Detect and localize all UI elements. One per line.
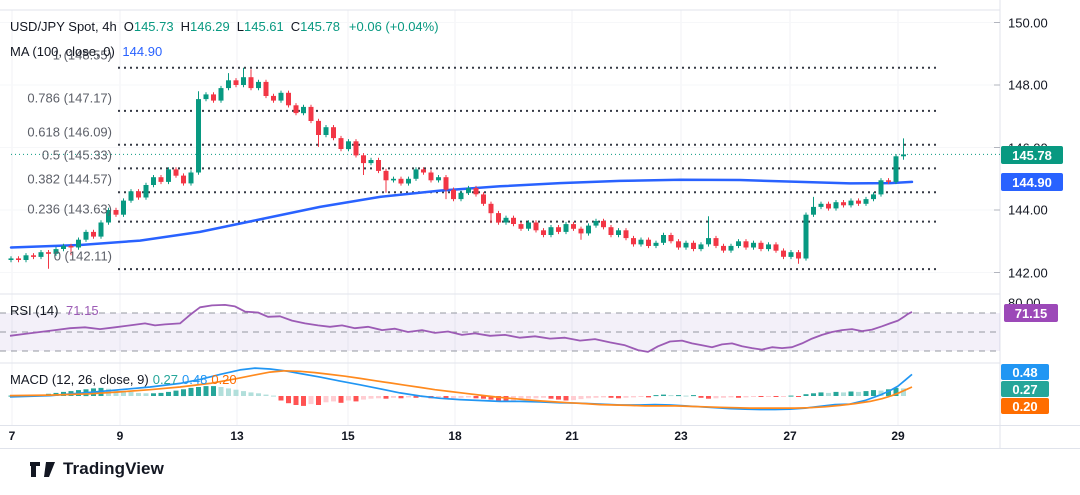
time-axis-label: 27: [783, 429, 797, 443]
ohlc-prefix: O: [123, 19, 134, 34]
fib-level-label[interactable]: 0.382 (144.57): [27, 171, 112, 187]
macd-value-badge: 0.27: [1001, 381, 1049, 397]
ohlc-value: 145.73: [133, 19, 174, 34]
symbol-title: USD/JPY Spot, 4h: [10, 19, 117, 34]
symbol-legend: USD/JPY Spot, 4h O145.73 H146.29 L145.61 C14…: [10, 19, 439, 34]
time-axis[interactable]: [0, 426, 1000, 448]
fib-level-label[interactable]: 0.5 (145.33): [41, 147, 112, 163]
fib-level-label[interactable]: 1 (148.55): [52, 47, 112, 63]
price-axis-label: 150.00: [1008, 15, 1048, 30]
ohlc-value: 146.29: [190, 19, 230, 34]
time-axis-label: 29: [891, 429, 905, 443]
time-axis-label: 7: [8, 429, 16, 443]
macd-legend-value: 0.27: [152, 372, 179, 387]
price-axis-label: 144.00: [1008, 202, 1048, 218]
ohlc-prefix: C: [290, 19, 301, 34]
price-axis-label: 148.00: [1008, 77, 1048, 93]
ohlc-value: 145.61: [244, 19, 284, 34]
macd-value-badge: 0.48: [1001, 364, 1049, 380]
time-axis-label: 18: [448, 429, 462, 443]
ma-legend-value: 144.90: [122, 44, 163, 59]
time-axis-label: 15: [341, 429, 355, 443]
time-axis-label: 23: [674, 429, 688, 443]
time-axis-label: 9: [116, 429, 124, 443]
fib-level-label[interactable]: 0.618 (146.09): [27, 124, 112, 140]
last-price-badge: 145.78: [1001, 146, 1063, 164]
rsi-value-badge: 71.15: [1004, 304, 1058, 322]
fib-level-label[interactable]: 0.236 (143.63): [27, 201, 112, 217]
macd-legend-value: 0.48: [182, 372, 208, 387]
rsi-legend-label: RSI (14): [10, 303, 59, 318]
ma-legend-label: MA (100, close, 0): [10, 44, 115, 59]
price-axis-label: 142.00: [1008, 265, 1048, 280]
macd-value-badge: 0.20: [1001, 398, 1049, 414]
macd-legend: MACD (12, 26, close, 9) 0.27 0.48 0.20: [10, 372, 237, 387]
change-value: +0.06 (+0.04%): [348, 19, 439, 34]
macd-legend-label: MACD (12, 26, close, 9): [10, 372, 149, 387]
tradingview-logo-text: TradingView: [63, 459, 164, 478]
rsi-legend: RSI (14) 71.15: [10, 303, 99, 318]
ohlc-prefix: L: [236, 19, 244, 34]
ma-legend: MA (100, close, 0) 144.90: [10, 44, 162, 59]
time-axis-label: 21: [565, 429, 579, 443]
time-axis-label: 13: [230, 429, 244, 443]
ma-value-badge: 144.90: [1001, 173, 1063, 191]
tradingview-logo-icon: [30, 461, 55, 477]
tradingview-logo[interactable]: TradingView: [30, 459, 164, 479]
ohlc-prefix: H: [180, 19, 190, 34]
fib-level-label[interactable]: 0 (142.11): [53, 248, 112, 264]
fib-level-label[interactable]: 0.786 (147.17): [27, 90, 112, 106]
chart-pane[interactable]: [0, 0, 1080, 450]
ohlc-value: 145.78: [300, 19, 340, 34]
macd-legend-value: 0.20: [211, 372, 237, 387]
rsi-legend-value: 71.15: [66, 303, 99, 318]
